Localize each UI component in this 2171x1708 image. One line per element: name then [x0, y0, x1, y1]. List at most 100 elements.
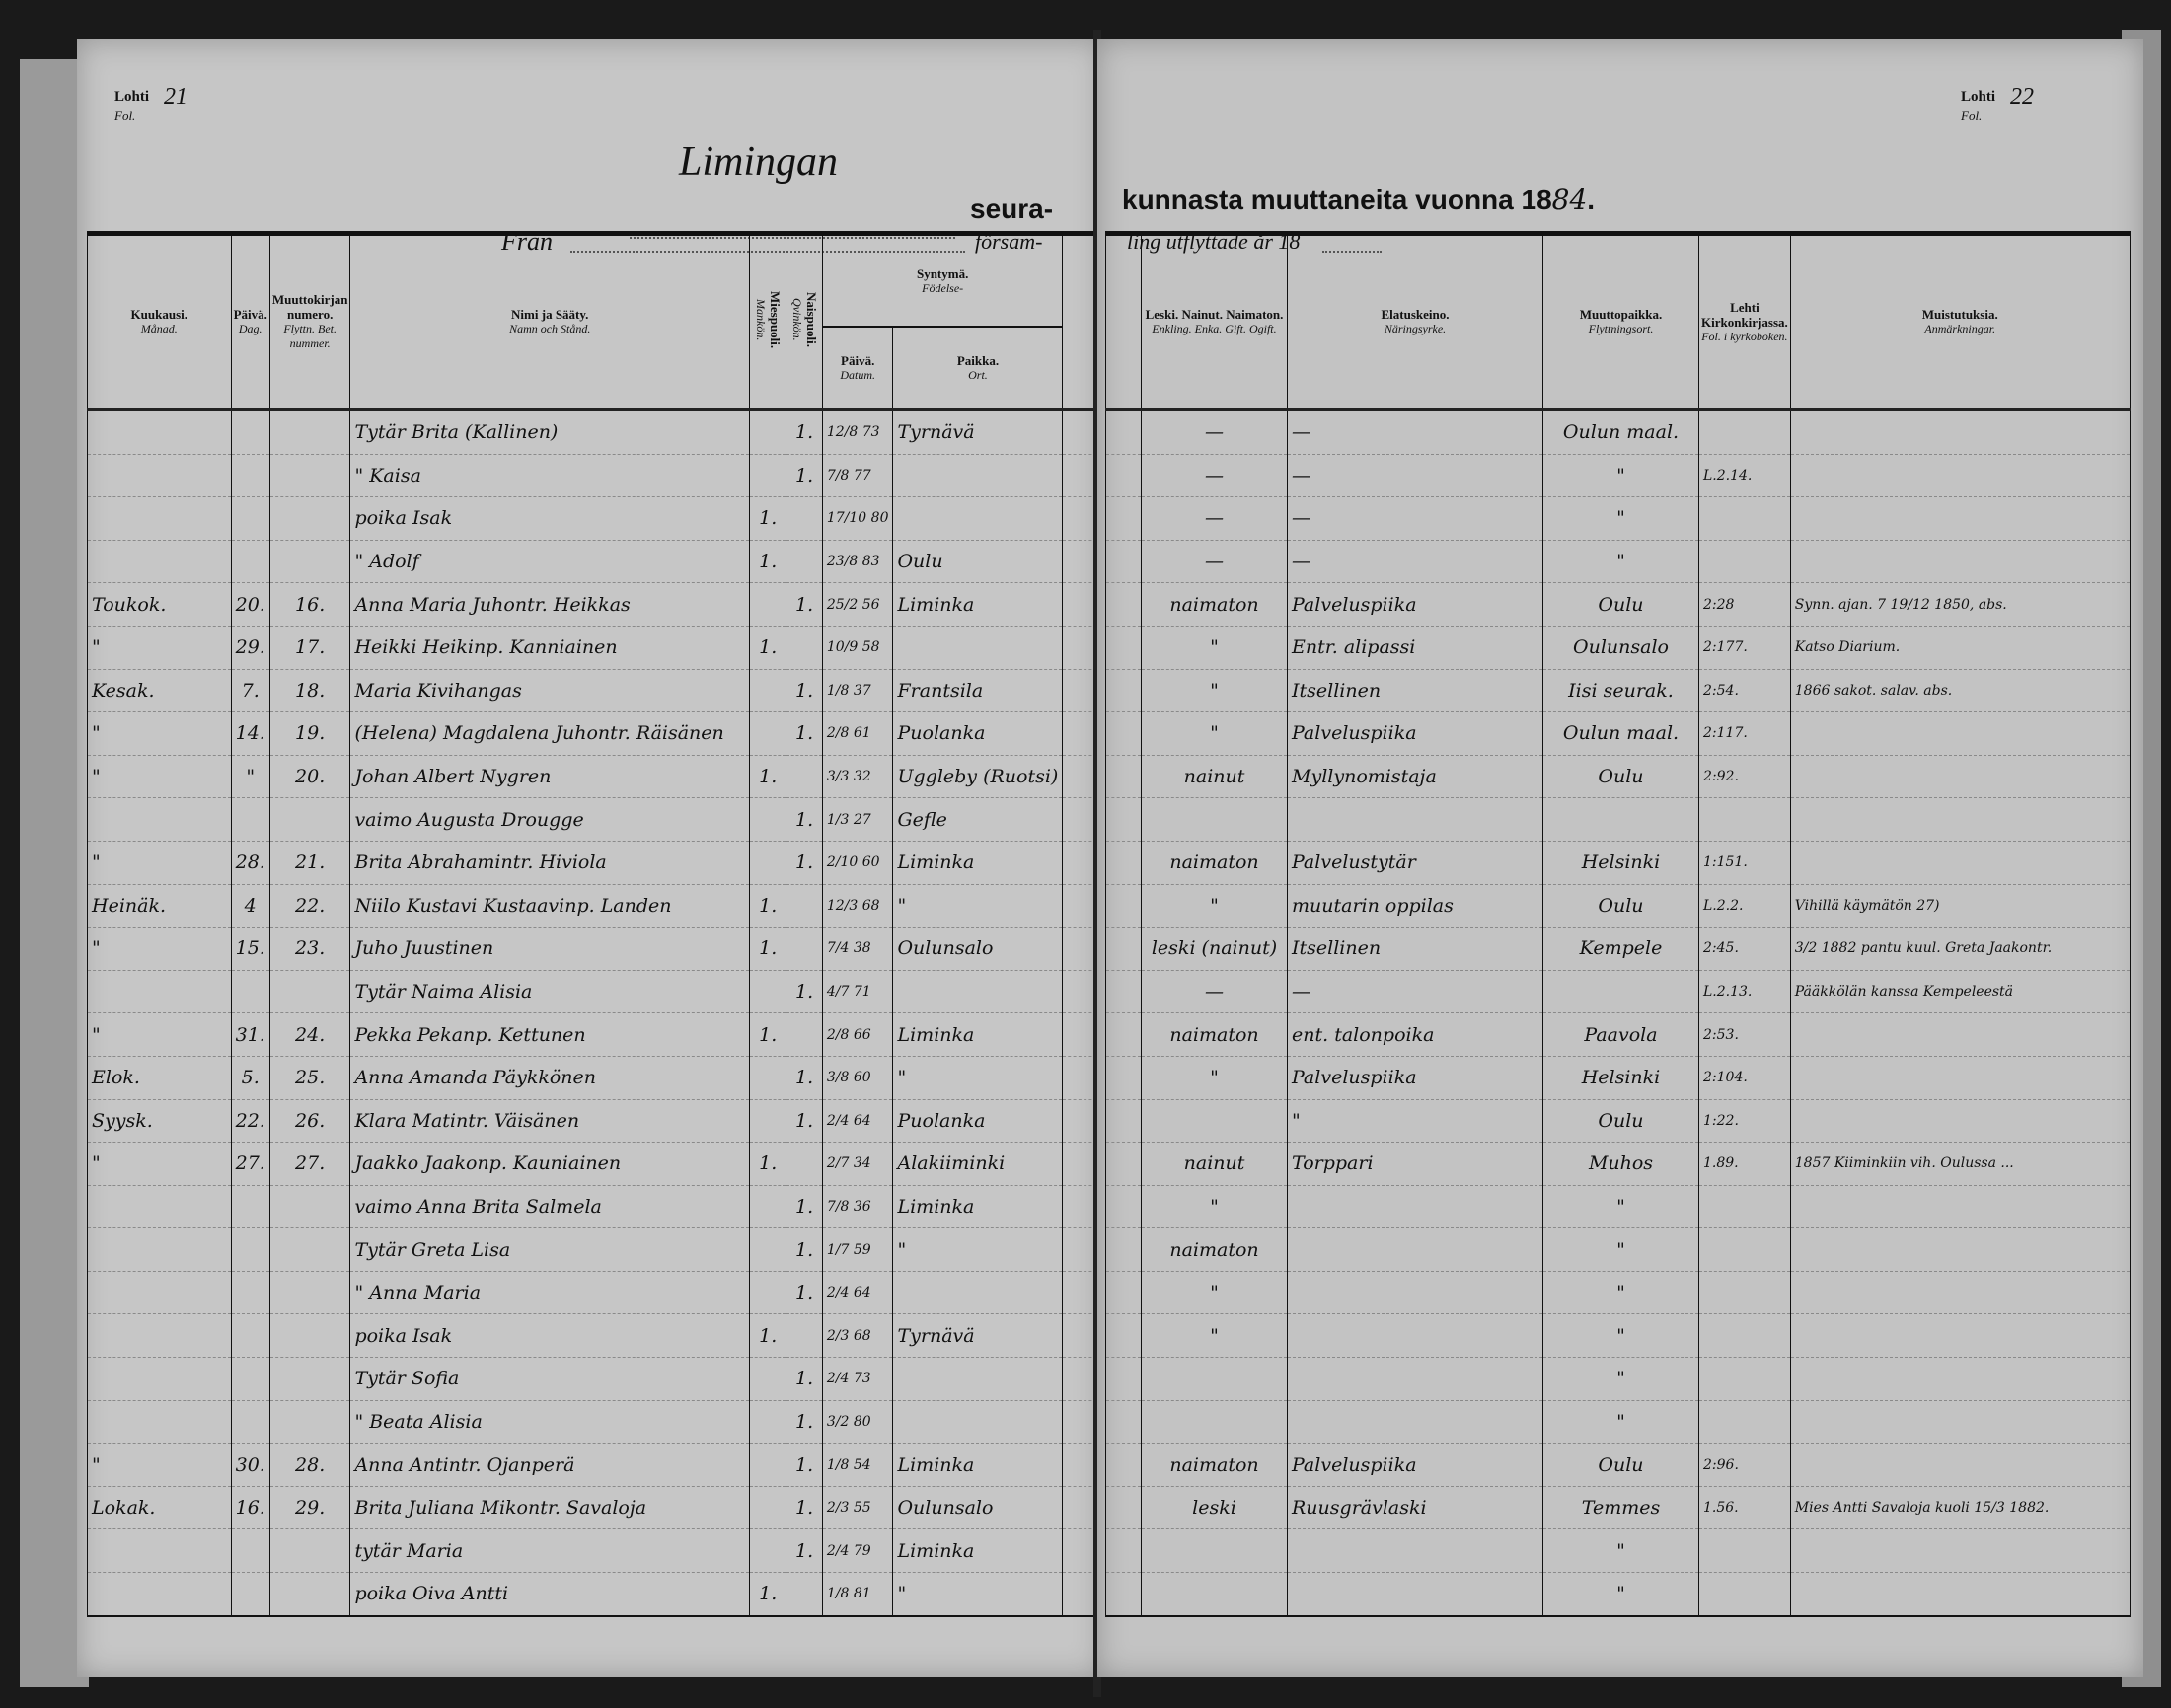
cell-birth-date: 7/4 38	[821, 927, 894, 971]
table-row: Heinäk. 4 22. Niilo Kustavi Kustaavinp. Lan…	[87, 884, 1103, 928]
cell-male	[749, 1271, 787, 1315]
cell-birth-date: 25/2 56	[821, 582, 894, 627]
cell-remarks	[1789, 496, 2131, 541]
table-row: — — "	[1105, 540, 2131, 584]
cell-remarks: 1857 Kiiminkiin vih. Oulussa ...	[1789, 1142, 2131, 1186]
table-row: leski Ruusgrävlaski Temmes 1.56. Mies Antti …	[1105, 1486, 2131, 1530]
cell-birth-place: Liminka	[892, 1443, 1064, 1487]
cell-cert-no	[268, 540, 351, 584]
cell-destination: Kempele	[1542, 927, 1699, 971]
cell-blank	[1105, 540, 1142, 584]
table-row: "	[1105, 1400, 2131, 1445]
cell-birth-date: 2/3 68	[821, 1313, 894, 1359]
header-folio: Lehti Kirkonkirjassa. Fol. i kyrkoboken.	[1698, 231, 1791, 411]
cell-male	[749, 454, 787, 498]
cell-male	[749, 797, 787, 842]
cell-cert-no	[268, 1400, 351, 1445]
cell-female: 1.	[786, 841, 823, 885]
cell-birth-place: Oulunsalo	[892, 927, 1064, 971]
table-row: Toukok. 20. 16. Anna Maria Juhontr. Heikkas…	[87, 582, 1103, 627]
header-birth-date: Päivä. Datum.	[821, 326, 894, 411]
cell-destination: Oulu	[1542, 1443, 1699, 1487]
table-row: " 28. 21. Brita Abrahamintr. Hiviola 1. 2/10 …	[87, 841, 1103, 885]
cell-folio	[1698, 540, 1791, 584]
cell-female	[786, 496, 823, 541]
table-row: nainut Myllynomistaja Oulu 2:92.	[1105, 755, 2131, 799]
cell-female: 1.	[786, 711, 823, 756]
cell-marital: naimaton	[1141, 582, 1288, 627]
cell-name: Tytär Sofia	[349, 1357, 751, 1401]
cell-birth-place: "	[892, 1056, 1064, 1100]
cell-birth-date: 12/3 68	[821, 884, 894, 928]
cell-name: Jaakko Jaakonp. Kauniainen	[349, 1142, 751, 1186]
table-row: " " 20. Johan Albert Nygren 1. 3/3 32 Uggleby …	[87, 755, 1103, 799]
cell-female	[786, 540, 823, 584]
cell-birth-place: Tyrnävä	[892, 1313, 1064, 1359]
header-birth: Syntymä. Födelse-	[821, 231, 1064, 329]
cell-birth-place: Alakiiminki	[892, 1142, 1064, 1186]
cell-name: poika Isak	[349, 1313, 751, 1359]
folio-number: 21	[164, 84, 187, 110]
table-row: Tytär Greta Lisa 1. 1/7 59 "	[87, 1227, 1103, 1272]
cell-name: Brita Abrahamintr. Hiviola	[349, 841, 751, 885]
cell-birth-place	[892, 1400, 1064, 1445]
cell-occupation: Palveluspiika	[1287, 1056, 1543, 1100]
cell-male: 1.	[749, 626, 787, 670]
cell-male: 1.	[749, 755, 787, 799]
cell-birth-place: Gefle	[892, 797, 1064, 842]
cell-marital: naimaton	[1141, 1443, 1288, 1487]
cell-cert-no	[268, 454, 351, 498]
cell-marital	[1141, 1400, 1288, 1445]
cell-month	[87, 1227, 232, 1272]
cell-occupation	[1287, 1313, 1543, 1359]
cell-marital: —	[1141, 496, 1288, 541]
cell-cert-no: 27.	[268, 1142, 351, 1186]
cell-female: 1.	[786, 1357, 823, 1401]
cell-occupation: Palveluspiika	[1287, 582, 1543, 627]
cell-folio: 2:54.	[1698, 669, 1791, 713]
cell-occupation: —	[1287, 540, 1543, 584]
cell-month	[87, 496, 232, 541]
table-row: " 30. 28. Anna Antintr. Ojanperä 1. 1/8 54 Lim…	[87, 1443, 1103, 1487]
register-table-right: Leski. Nainut. Naimaton. Enkling. Enka. G…	[1105, 231, 2131, 1617]
cell-male: 1.	[749, 1142, 787, 1186]
cell-cert-no	[268, 1185, 351, 1229]
cell-month	[87, 970, 232, 1014]
cell-birth-date: 7/8 36	[821, 1185, 894, 1229]
table-row: " Entr. alipassi Oulunsalo 2:177. Katso Diar…	[1105, 626, 2131, 670]
title-part1: seura-	[970, 193, 1054, 224]
table-row: " 29. 17. Heikki Heikinp. Kanniainen 1. 10/9 …	[87, 626, 1103, 670]
cell-male	[749, 1227, 787, 1272]
cell-birth-place: Liminka	[892, 1528, 1064, 1574]
cell-marital: —	[1141, 409, 1288, 455]
cell-cert-no	[268, 1313, 351, 1359]
cell-blank	[1105, 1142, 1142, 1186]
cell-blank	[1105, 927, 1142, 971]
cell-birth-date: 23/8 83	[821, 540, 894, 584]
cell-birth-date: 1/8 81	[821, 1572, 894, 1617]
cell-day	[230, 1185, 270, 1229]
folio-marker: Lohti Fol. 22	[1961, 85, 2034, 126]
header-blank	[1105, 231, 1142, 411]
cell-folio	[1698, 1185, 1791, 1229]
cell-month	[87, 1313, 232, 1359]
cell-destination: Oulunsalo	[1542, 626, 1699, 670]
cell-birth-place	[892, 970, 1064, 1014]
cell-name: (Helena) Magdalena Juhontr. Räisänen	[349, 711, 751, 756]
cell-destination: "	[1542, 1400, 1699, 1445]
cell-birth-date: 7/8 77	[821, 454, 894, 498]
cell-birth-date: 1/3 27	[821, 797, 894, 842]
cell-month: Heinäk.	[87, 884, 232, 928]
cell-month: Toukok.	[87, 582, 232, 627]
cell-destination: Iisi seurak.	[1542, 669, 1699, 713]
cell-cert-no	[268, 1357, 351, 1401]
cell-day: 4	[230, 884, 270, 928]
table-row: nainut Torppari Muhos 1.89. 1857 Kiiminkiin …	[1105, 1142, 2131, 1186]
right-page: Lohti Fol. 22 kunnasta muuttaneita vuonn…	[1097, 39, 2143, 1677]
cell-name: vaimo Anna Brita Salmela	[349, 1185, 751, 1229]
cell-marital: leski (nainut)	[1141, 927, 1288, 971]
cell-marital	[1141, 1357, 1288, 1401]
cell-cert-no: 17.	[268, 626, 351, 670]
cell-marital: —	[1141, 454, 1288, 498]
cell-marital: naimaton	[1141, 841, 1288, 885]
